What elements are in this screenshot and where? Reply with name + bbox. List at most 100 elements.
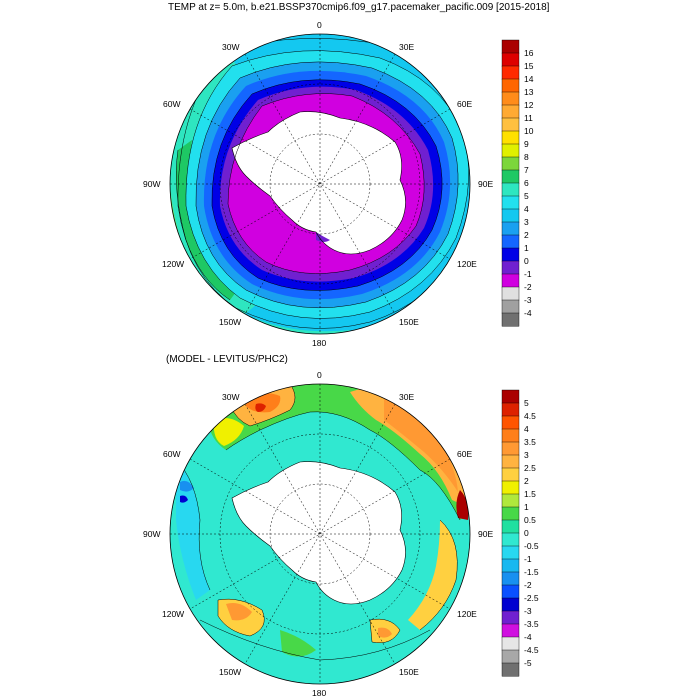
diff-band-2-east — [408, 520, 458, 630]
coastline-top — [231, 111, 406, 255]
colorbar-label: 10 — [524, 126, 534, 136]
lon-label-120e: 120E — [457, 259, 477, 269]
colorbar-label: 3.5 — [524, 437, 536, 447]
lon-label-120w: 120W — [162, 259, 184, 269]
lon-label-60e: 60E — [457, 99, 472, 109]
graticule-top — [170, 34, 470, 334]
colorbar-swatch — [501, 117, 520, 132]
colorbar-label: 9 — [524, 139, 529, 149]
colorbar-label: 1.5 — [524, 489, 536, 499]
colorbar-label: -0.5 — [524, 541, 539, 551]
colorbar-label: 0 — [524, 528, 529, 538]
colorbar-swatch — [501, 545, 520, 560]
antarctica-top — [232, 111, 406, 254]
colorbar-label: 0 — [524, 256, 529, 266]
diff-band-0.5-south — [280, 630, 316, 657]
lon-label-90e-b: 90E — [478, 529, 493, 539]
colorbar-label: 6 — [524, 178, 529, 188]
colorbar-label: 1 — [524, 502, 529, 512]
colorbar-swatch — [501, 234, 520, 249]
lon-label-120w-b: 120W — [162, 609, 184, 619]
lon-label-150w: 150W — [219, 317, 241, 327]
longitude-labels-top: 0 30E 60E 90E 120E 150E 180 150W 120W 90… — [143, 20, 493, 348]
panel-title-difference: (MODEL - LEVITUS/PHC2) — [166, 354, 288, 365]
lon-label-180: 180 — [312, 338, 326, 348]
colorbar-label: -3.5 — [524, 619, 539, 629]
lon-label-60e-b: 60E — [457, 449, 472, 459]
lon-label-30e-b: 30E — [399, 392, 414, 402]
colorbar-swatch — [501, 532, 520, 547]
diff-band-minus2 — [180, 480, 194, 492]
colorbar-difference: 5 4.5 4 3.5 3 2.5 2 1.5 1 0.5 0 -0.5 -1 -1.5 -2 -2.5 -3 -… — [501, 389, 539, 677]
lon-label-30w-b: 30W — [222, 392, 239, 402]
colorbar-swatch — [501, 156, 520, 171]
lon-label-0-b: 0 — [317, 370, 322, 380]
diff-band-5 — [456, 490, 469, 520]
diff-band-4.5 — [255, 403, 266, 412]
graticule-bottom — [170, 384, 470, 684]
colorbar-swatch — [501, 623, 520, 638]
colorbar-swatch — [501, 143, 520, 158]
colorbar-label: 8 — [524, 152, 529, 162]
lon-label-90e: 90E — [478, 179, 493, 189]
lon-label-0: 0 — [317, 20, 322, 30]
colorbar-swatch — [501, 506, 520, 521]
diff-band-minus3 — [180, 495, 188, 503]
lon-label-150e: 150E — [399, 317, 419, 327]
lon-label-60w: 60W — [163, 99, 180, 109]
colorbar-swatch — [501, 610, 520, 625]
lon-label-90w: 90W — [143, 179, 160, 189]
colorbar-label: 3 — [524, 217, 529, 227]
colorbar-label: -4 — [524, 308, 532, 318]
colorbar-swatch — [501, 571, 520, 586]
colorbar-label: -4 — [524, 632, 532, 642]
colorbar-swatch — [501, 389, 520, 404]
temp-band-6 — [176, 140, 236, 300]
colorbar-swatch — [501, 273, 520, 288]
map-bottom-difference: 0 30E 60E 90E 120E 150E 180 150W 120W 90… — [143, 370, 493, 698]
colorbar-label: 4 — [524, 204, 529, 214]
colorbar-label: 16 — [524, 48, 534, 58]
colorbar-swatch — [501, 260, 520, 275]
antarctica-bottom — [231, 461, 406, 605]
lon-label-90w-b: 90W — [143, 529, 160, 539]
colorbar-swatch — [501, 91, 520, 106]
colorbar-label: -3 — [524, 606, 532, 616]
colorbar-label: -5 — [524, 658, 532, 668]
colorbar-swatch — [501, 649, 520, 664]
diff-band-minus1 — [176, 460, 210, 600]
colorbar-label: 2.5 — [524, 463, 536, 473]
lon-label-60w-b: 60W — [163, 449, 180, 459]
colorbar-swatch — [501, 519, 520, 534]
diff-band-1.5 — [213, 418, 244, 446]
colorbar-label: -2 — [524, 580, 532, 590]
colorbar-swatch — [501, 130, 520, 145]
colorbar-swatch — [501, 169, 520, 184]
colorbar-swatch — [501, 195, 520, 210]
colorbar-swatch — [501, 286, 520, 301]
colorbar-label: 11 — [524, 113, 533, 123]
colorbar-swatch — [501, 428, 520, 443]
lon-label-150w-b: 150W — [219, 667, 241, 677]
lon-label-30e: 30E — [399, 42, 414, 52]
colorbar-label: 15 — [524, 61, 534, 71]
colorbar-label: -2.5 — [524, 593, 539, 603]
colorbar-label: 0.5 — [524, 515, 536, 525]
lon-label-30w: 30W — [222, 42, 239, 52]
colorbar-label: -1.5 — [524, 567, 539, 577]
colorbar-swatch — [501, 480, 520, 495]
colorbar-label: 12 — [524, 100, 534, 110]
colorbar-label: 2 — [524, 476, 529, 486]
colorbar-label: 4 — [524, 424, 529, 434]
colorbar-swatch — [501, 52, 520, 67]
colorbar-label: -3 — [524, 295, 532, 305]
colorbar-swatch — [501, 441, 520, 456]
colorbar-label: 1 — [524, 243, 529, 253]
colorbar-swatch — [501, 208, 520, 223]
colorbar-swatch — [501, 182, 520, 197]
colorbar-label: -2 — [524, 282, 532, 292]
colorbar-label: 14 — [524, 74, 534, 84]
ross-sea-top — [316, 232, 330, 242]
